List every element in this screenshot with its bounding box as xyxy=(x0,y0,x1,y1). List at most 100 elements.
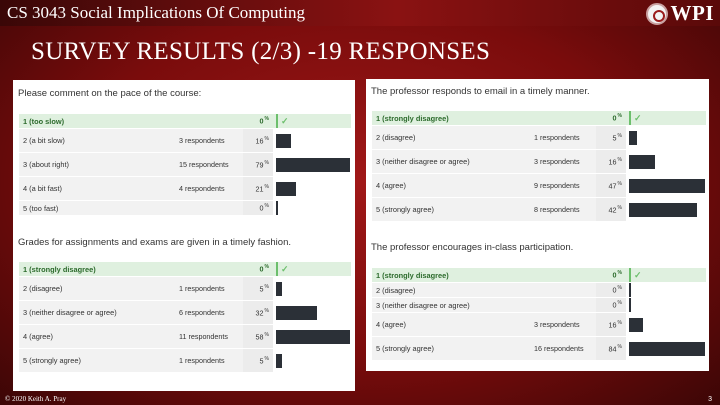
bar-cell xyxy=(273,348,351,373)
response-label: 5 (strongly agree) xyxy=(372,336,530,361)
survey-row: 4 (a bit fast) 4 respondents 21% xyxy=(19,176,351,201)
bar-cell: ✓ xyxy=(626,268,706,283)
percent-symbol: % xyxy=(264,183,269,190)
survey-row: 5 (strongly agree) 8 respondents 42% xyxy=(372,197,706,222)
percent-value: 16% xyxy=(243,128,273,153)
percent-symbol: % xyxy=(264,283,269,290)
respondent-count: 11 respondents xyxy=(175,324,243,349)
survey-table: 1 (strongly disagree) 0% ✓ 2 (disagree) 1 re… xyxy=(372,111,706,222)
bar-cell xyxy=(273,276,351,301)
percent-symbol: % xyxy=(617,132,622,139)
percent-symbol: % xyxy=(264,331,269,338)
zero-bar xyxy=(276,201,278,215)
percent-symbol: % xyxy=(617,204,622,211)
survey-row: 4 (agree) 11 respondents 58% xyxy=(19,324,351,349)
zero-bar xyxy=(629,283,631,297)
survey-row: 2 (disagree) 1 respondents 5% xyxy=(19,276,351,301)
percent-symbol: % xyxy=(264,159,269,166)
percent-number: 5 xyxy=(612,133,617,143)
percent-number: 0 xyxy=(612,300,617,310)
percent-number: 0 xyxy=(612,285,617,295)
percent-symbol: % xyxy=(617,113,622,120)
survey-row: 3 (neither disagree or agree) 0% xyxy=(372,297,706,313)
respondent-count xyxy=(175,262,243,277)
response-bar xyxy=(276,281,282,296)
survey-row: 2 (disagree) 0% xyxy=(372,282,706,298)
percent-value: 79% xyxy=(243,152,273,177)
percent-number: 32 xyxy=(255,308,264,318)
survey-question: The professor responds to email in a tim… xyxy=(371,86,590,97)
response-bar xyxy=(629,130,637,145)
bar-cell xyxy=(273,152,351,177)
percent-value: 0% xyxy=(596,282,626,298)
marker-line xyxy=(629,111,631,125)
response-label: 3 (neither disagree or agree) xyxy=(372,149,530,174)
survey-question: Grades for assignments and exams are giv… xyxy=(18,237,291,248)
bar-cell: ✓ xyxy=(273,114,351,129)
percent-value: 0% xyxy=(596,111,626,126)
response-label: 4 (agree) xyxy=(372,173,530,198)
wpi-logo: WPI xyxy=(645,1,715,26)
right-panel: The professor responds to email in a tim… xyxy=(366,79,709,371)
percent-number: 0 xyxy=(612,113,617,123)
respondent-count: 9 respondents xyxy=(530,173,596,198)
check-icon: ✓ xyxy=(281,263,289,274)
percent-number: 79 xyxy=(255,160,264,170)
percent-symbol: % xyxy=(264,203,269,210)
copyright: © 2020 Keith A. Pray xyxy=(5,395,67,403)
bar-cell xyxy=(273,128,351,153)
bar-cell xyxy=(626,149,706,174)
bar-cell xyxy=(626,297,706,313)
respondent-count xyxy=(530,111,596,126)
survey-row: 3 (about right) 15 respondents 79% xyxy=(19,152,351,177)
respondent-count: 6 respondents xyxy=(175,300,243,325)
response-label: 3 (about right) xyxy=(19,152,175,177)
percent-number: 16 xyxy=(255,136,264,146)
percent-symbol: % xyxy=(264,135,269,142)
percent-number: 5 xyxy=(259,356,264,366)
percent-number: 16 xyxy=(608,320,617,330)
percent-value: 84% xyxy=(596,336,626,361)
percent-number: 84 xyxy=(608,344,617,354)
response-bar xyxy=(276,133,291,148)
response-bar xyxy=(629,154,655,169)
left-panel: Please comment on the pace of the course… xyxy=(13,80,355,391)
survey-row: 5 (too fast) 0% xyxy=(19,200,351,216)
survey-row: 2 (a bit slow) 3 respondents 16% xyxy=(19,128,351,153)
logo-text: WPI xyxy=(670,1,714,25)
survey-table: 1 (strongly disagree) 0% ✓ 2 (disagree) 0% 3 … xyxy=(372,268,706,361)
bar-cell xyxy=(273,200,351,216)
respondent-count: 1 respondents xyxy=(175,348,243,373)
respondent-count xyxy=(530,297,596,313)
percent-symbol: % xyxy=(617,270,622,277)
bar-cell xyxy=(273,300,351,325)
respondent-count: 8 respondents xyxy=(530,197,596,222)
percent-symbol: % xyxy=(617,156,622,163)
zero-bar xyxy=(629,298,631,312)
marker-line xyxy=(276,114,278,128)
wpi-seal-icon xyxy=(645,2,668,25)
survey-row: 3 (neither disagree or agree) 3 responden… xyxy=(372,149,706,174)
percent-symbol: % xyxy=(264,307,269,314)
percent-value: 58% xyxy=(243,324,273,349)
bar-cell xyxy=(626,197,706,222)
response-label: 5 (strongly agree) xyxy=(372,197,530,222)
respondent-count xyxy=(530,282,596,298)
survey-row: 4 (agree) 3 respondents 16% xyxy=(372,312,706,337)
response-label: 1 (strongly disagree) xyxy=(19,262,175,277)
respondent-count: 3 respondents xyxy=(530,312,596,337)
percent-number: 0 xyxy=(259,264,264,274)
percent-number: 0 xyxy=(259,203,264,213)
percent-value: 16% xyxy=(596,149,626,174)
percent-value: 0% xyxy=(596,297,626,313)
bar-cell xyxy=(273,324,351,349)
percent-symbol: % xyxy=(617,180,622,187)
percent-value: 32% xyxy=(243,300,273,325)
response-label: 3 (neither disagree or agree) xyxy=(19,300,175,325)
bar-cell: ✓ xyxy=(626,111,706,126)
respondent-count: 4 respondents xyxy=(175,176,243,201)
response-bar xyxy=(276,157,350,172)
survey-row: 1 (strongly disagree) 0% ✓ xyxy=(372,111,706,126)
response-label: 1 (strongly disagree) xyxy=(372,268,530,283)
percent-number: 0 xyxy=(259,116,264,126)
